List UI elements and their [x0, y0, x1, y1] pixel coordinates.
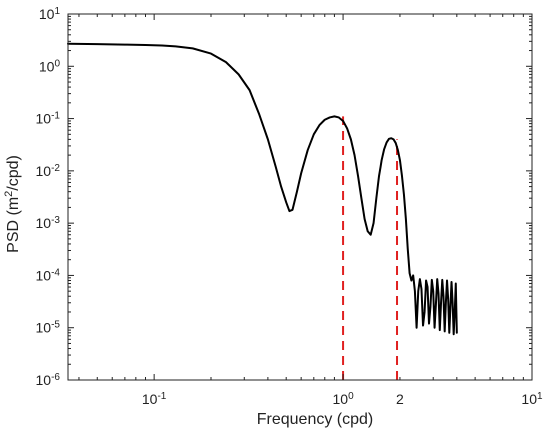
axes-layer: 10-1 100 101 2 10-6 10-5 10-4 10-3 10-2 10-1 100 10… [36, 6, 543, 408]
y-tick-label: 10-6 [36, 372, 61, 389]
x-tick-label: 10-1 [142, 391, 167, 408]
y-axis-label: PSD (m2/cpd) [3, 155, 22, 253]
y-axis-label-suffix: /cpd) [5, 155, 22, 191]
x-tick-label: 101 [521, 391, 543, 408]
y-tick-label: 10-1 [36, 110, 61, 127]
y-axis-label-superscript: 2 [3, 191, 15, 197]
y-tick-label: 10-4 [36, 267, 61, 284]
y-tick-label: 10-5 [36, 319, 61, 336]
x-axis-label: Frequency (cpd) [257, 411, 374, 428]
y-axis-label-prefix: PSD (m [5, 197, 22, 253]
plot-layer [67, 42, 458, 380]
x-tick-label: 100 [332, 391, 354, 408]
y-tick-label: 10-3 [36, 215, 61, 232]
psd-series-line [67, 42, 458, 336]
axes-box [67, 13, 533, 381]
y-tick-label: 100 [39, 58, 61, 75]
y-tick-label: 10-2 [36, 162, 61, 179]
y-tick-label: 101 [39, 6, 61, 23]
x-extra-tick-label: 2 [396, 391, 404, 407]
